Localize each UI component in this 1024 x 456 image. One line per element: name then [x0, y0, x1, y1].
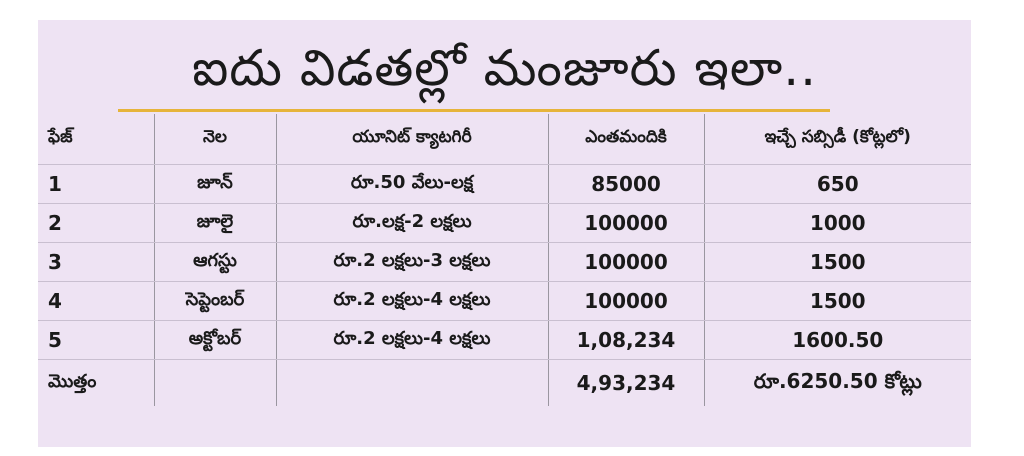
- cell-beneficiaries: 100000: [547, 242, 704, 282]
- cell-month: అక్టోబర్: [153, 320, 276, 360]
- total-beneficiaries: 4,93,234: [547, 359, 704, 406]
- cell-beneficiaries: 100000: [547, 203, 704, 243]
- cell-phase: 1: [38, 164, 154, 204]
- cell-subsidy: 1500: [703, 242, 971, 282]
- cell-unit-category: రూ.2 లక్షలు-4 లక్షలు: [275, 281, 548, 321]
- total-category-empty: [275, 359, 548, 406]
- cell-phase: 3: [38, 242, 154, 282]
- cell-subsidy: 1500: [703, 281, 971, 321]
- table-header-row: ఫేజ్ నెల యూనిట్ క్యాటగిరీ ఎంతమందికి ఇచ్చ…: [38, 114, 971, 165]
- cell-beneficiaries: 85000: [547, 164, 704, 204]
- table-row: 4 సెప్టెంబర్ రూ.2 లక్షలు-4 లక్షలు 100000…: [38, 281, 971, 321]
- cell-unit-category: రూ.లక్ష-2 లక్షలు: [275, 203, 548, 243]
- total-subsidy: రూ.6250.50 కోట్లు: [703, 359, 971, 406]
- cell-subsidy: 1600.50: [703, 320, 971, 360]
- total-month-empty: [153, 359, 276, 406]
- cell-beneficiaries: 1,08,234: [547, 320, 704, 360]
- cell-month: జూన్: [153, 164, 276, 204]
- cell-unit-category: రూ.2 లక్షలు-4 లక్షలు: [275, 320, 548, 360]
- cell-beneficiaries: 100000: [547, 281, 704, 321]
- cell-unit-category: రూ.50 వేలు-లక్ష: [275, 164, 548, 204]
- table-total-row: మొత్తం 4,93,234 రూ.6250.50 కోట్లు: [38, 359, 971, 406]
- cell-phase: 2: [38, 203, 154, 243]
- header-subsidy: ఇచ్చే సబ్సిడీ (కోట్లలో): [703, 114, 971, 165]
- table-row: 5 అక్టోబర్ రూ.2 లక్షలు-4 లక్షలు 1,08,234…: [38, 320, 971, 360]
- table-row: 1 జూన్ రూ.50 వేలు-లక్ష 85000 650: [38, 164, 971, 204]
- subsidy-table: ఫేజ్ నెల యూనిట్ క్యాటగిరీ ఎంతమందికి ఇచ్చ…: [38, 114, 971, 406]
- title-underline: [118, 109, 830, 112]
- header-beneficiaries: ఎంతమందికి: [547, 114, 704, 165]
- cell-month: ఆగస్టు: [153, 242, 276, 282]
- table-row: 3 ఆగస్టు రూ.2 లక్షలు-3 లక్షలు 100000 150…: [38, 242, 971, 282]
- cell-month: జూలై: [153, 203, 276, 243]
- header-unit-category: యూనిట్ క్యాటగిరీ: [275, 114, 548, 165]
- infographic-title: ఐదు విడతల్లో మంజూరు ఇలా..: [191, 39, 818, 97]
- cell-subsidy: 1000: [703, 203, 971, 243]
- header-month: నెల: [153, 114, 276, 165]
- cell-month: సెప్టెంబర్: [153, 281, 276, 321]
- total-label: మొత్తం: [48, 370, 97, 392]
- header-phase: ఫేజ్: [38, 114, 154, 165]
- cell-phase: 5: [38, 320, 154, 360]
- cell-unit-category: రూ.2 లక్షలు-3 లక్షలు: [275, 242, 548, 282]
- cell-subsidy: 650: [703, 164, 971, 204]
- table-row: 2 జూలై రూ.లక్ష-2 లక్షలు 100000 1000: [38, 203, 971, 243]
- cell-phase: 4: [38, 281, 154, 321]
- infographic-panel: ఐదు విడతల్లో మంజూరు ఇలా.. ఫేజ్ నెల యూనిట…: [38, 20, 971, 447]
